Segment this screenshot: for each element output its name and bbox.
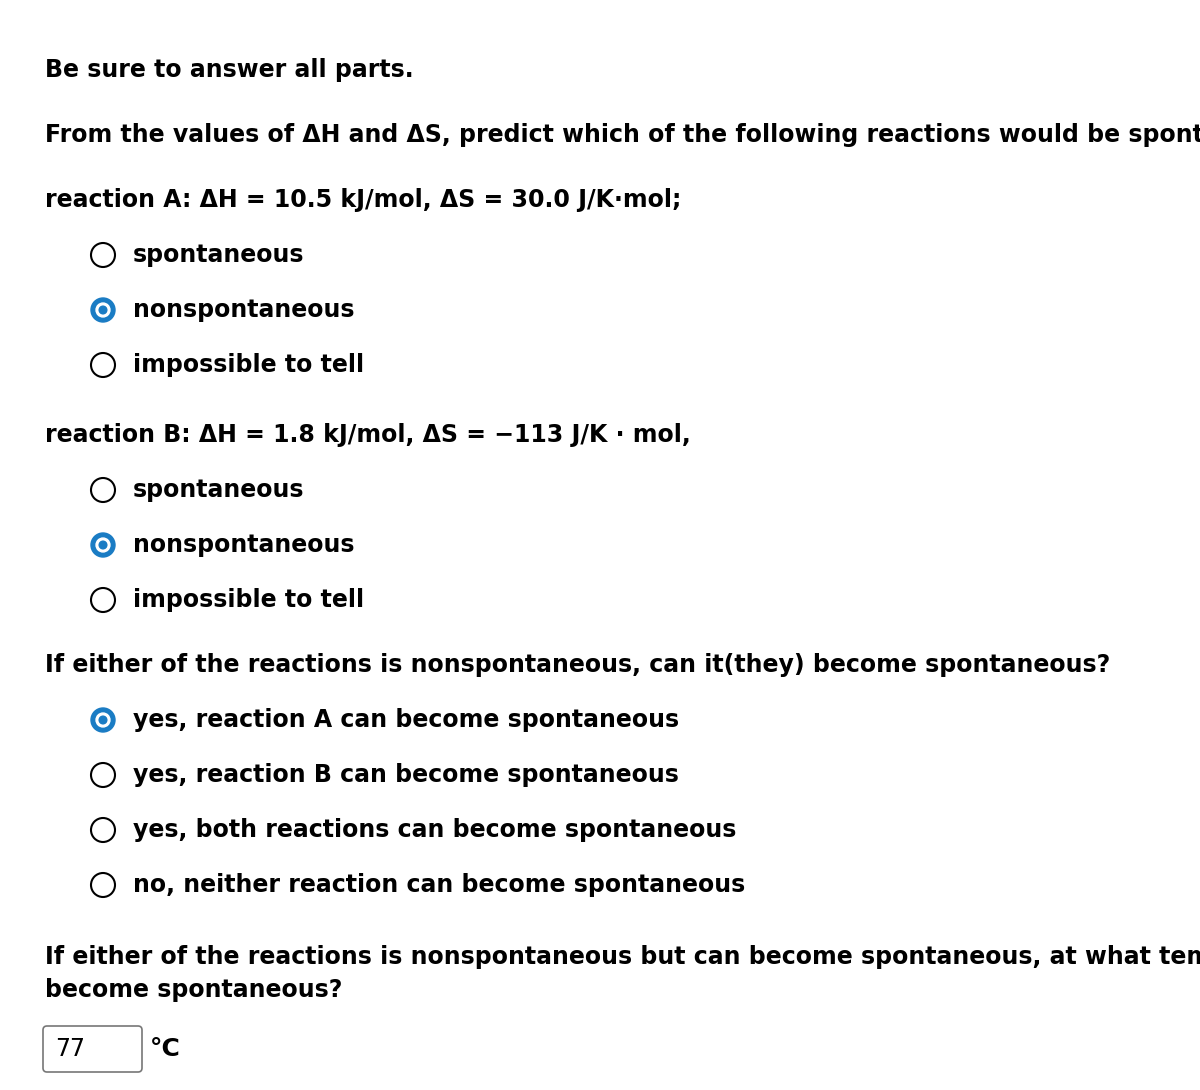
FancyBboxPatch shape: [43, 1026, 142, 1071]
Text: nonspontaneous: nonspontaneous: [133, 298, 354, 322]
Circle shape: [91, 533, 115, 557]
Text: spontaneous: spontaneous: [133, 479, 305, 502]
Text: impossible to tell: impossible to tell: [133, 588, 364, 611]
Text: nonspontaneous: nonspontaneous: [133, 533, 354, 557]
Circle shape: [96, 538, 110, 552]
Text: reaction A: ΔH = 10.5 kJ/mol, ΔS = 30.0 J/K·mol;: reaction A: ΔH = 10.5 kJ/mol, ΔS = 30.0 …: [46, 187, 682, 211]
Circle shape: [100, 716, 107, 724]
Text: no, neither reaction can become spontaneous: no, neither reaction can become spontane…: [133, 873, 745, 897]
Text: yes, reaction B can become spontaneous: yes, reaction B can become spontaneous: [133, 763, 679, 787]
Text: yes, reaction A can become spontaneous: yes, reaction A can become spontaneous: [133, 708, 679, 732]
Text: From the values of ΔH and ΔS, predict which of the following reactions would be : From the values of ΔH and ΔS, predict wh…: [46, 123, 1200, 147]
Text: If either of the reactions is nonspontaneous, can it(they) become spontaneous?: If either of the reactions is nonspontan…: [46, 653, 1110, 677]
Circle shape: [96, 303, 110, 317]
Text: °C: °C: [150, 1037, 181, 1061]
Circle shape: [100, 541, 107, 549]
Circle shape: [100, 306, 107, 314]
Text: impossible to tell: impossible to tell: [133, 353, 364, 377]
Text: reaction B: ΔH = 1.8 kJ/mol, ΔS = −113 J/K · mol,: reaction B: ΔH = 1.8 kJ/mol, ΔS = −113 J…: [46, 423, 691, 447]
Text: yes, both reactions can become spontaneous: yes, both reactions can become spontaneo…: [133, 818, 737, 841]
Text: If either of the reactions is nonspontaneous but can become spontaneous, at what: If either of the reactions is nonspontan…: [46, 945, 1200, 1003]
Text: 77: 77: [55, 1037, 85, 1061]
Circle shape: [96, 713, 110, 727]
Circle shape: [91, 298, 115, 322]
Text: Be sure to answer all parts.: Be sure to answer all parts.: [46, 58, 414, 82]
Text: spontaneous: spontaneous: [133, 243, 305, 267]
Circle shape: [91, 708, 115, 732]
